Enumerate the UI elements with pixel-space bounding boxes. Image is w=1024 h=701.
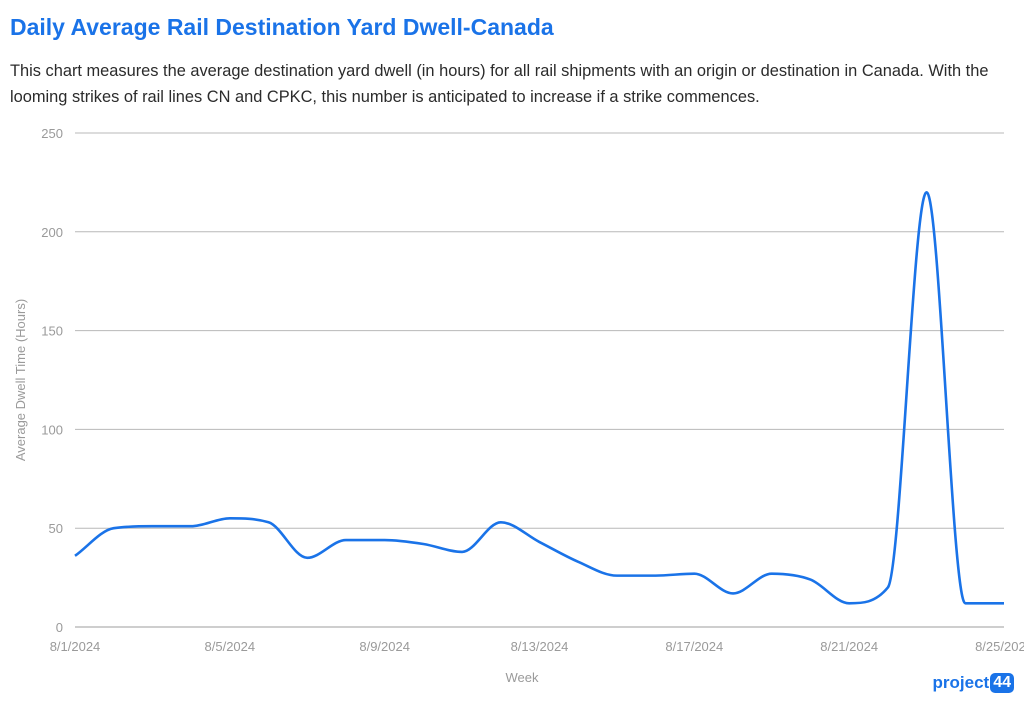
y-tick-label: 0 — [56, 620, 63, 635]
y-tick-label: 250 — [41, 126, 63, 141]
chart-subtitle: This chart measures the average destinat… — [10, 62, 989, 106]
y-tick-label: 100 — [41, 422, 63, 437]
x-tick-labels: 8/1/2024 8/5/2024 8/9/2024 8/13/2024 8/17/20… — [50, 639, 1024, 654]
logo-text: project — [932, 673, 990, 692]
x-tick-label: 8/13/2024 — [511, 639, 569, 654]
project44-logo: project 44 — [933, 673, 1014, 693]
y-tick-labels: 0 50 100 150 200 250 — [41, 126, 63, 635]
x-tick-label: 8/21/2024 — [820, 639, 878, 654]
logo-badge: 44 — [990, 673, 1014, 693]
chart-title: Daily Average Rail Destination Yard Dwel… — [10, 14, 554, 40]
grid-lines — [75, 132, 1004, 628]
x-tick-label: 8/9/2024 — [359, 639, 410, 654]
x-tick-label: 8/25/2024 — [975, 639, 1024, 654]
x-tick-label: 8/17/2024 — [665, 639, 723, 654]
series-line-dwell — [74, 190, 1004, 605]
y-tick-label: 150 — [41, 324, 63, 339]
y-tick-label: 200 — [41, 225, 63, 240]
x-tick-label: 8/5/2024 — [205, 639, 256, 654]
x-axis-label: Week — [506, 670, 539, 685]
y-axis-label: Average Dwell Time (Hours) — [13, 299, 28, 461]
y-tick-label: 50 — [49, 521, 63, 536]
x-tick-label: 8/1/2024 — [50, 639, 101, 654]
